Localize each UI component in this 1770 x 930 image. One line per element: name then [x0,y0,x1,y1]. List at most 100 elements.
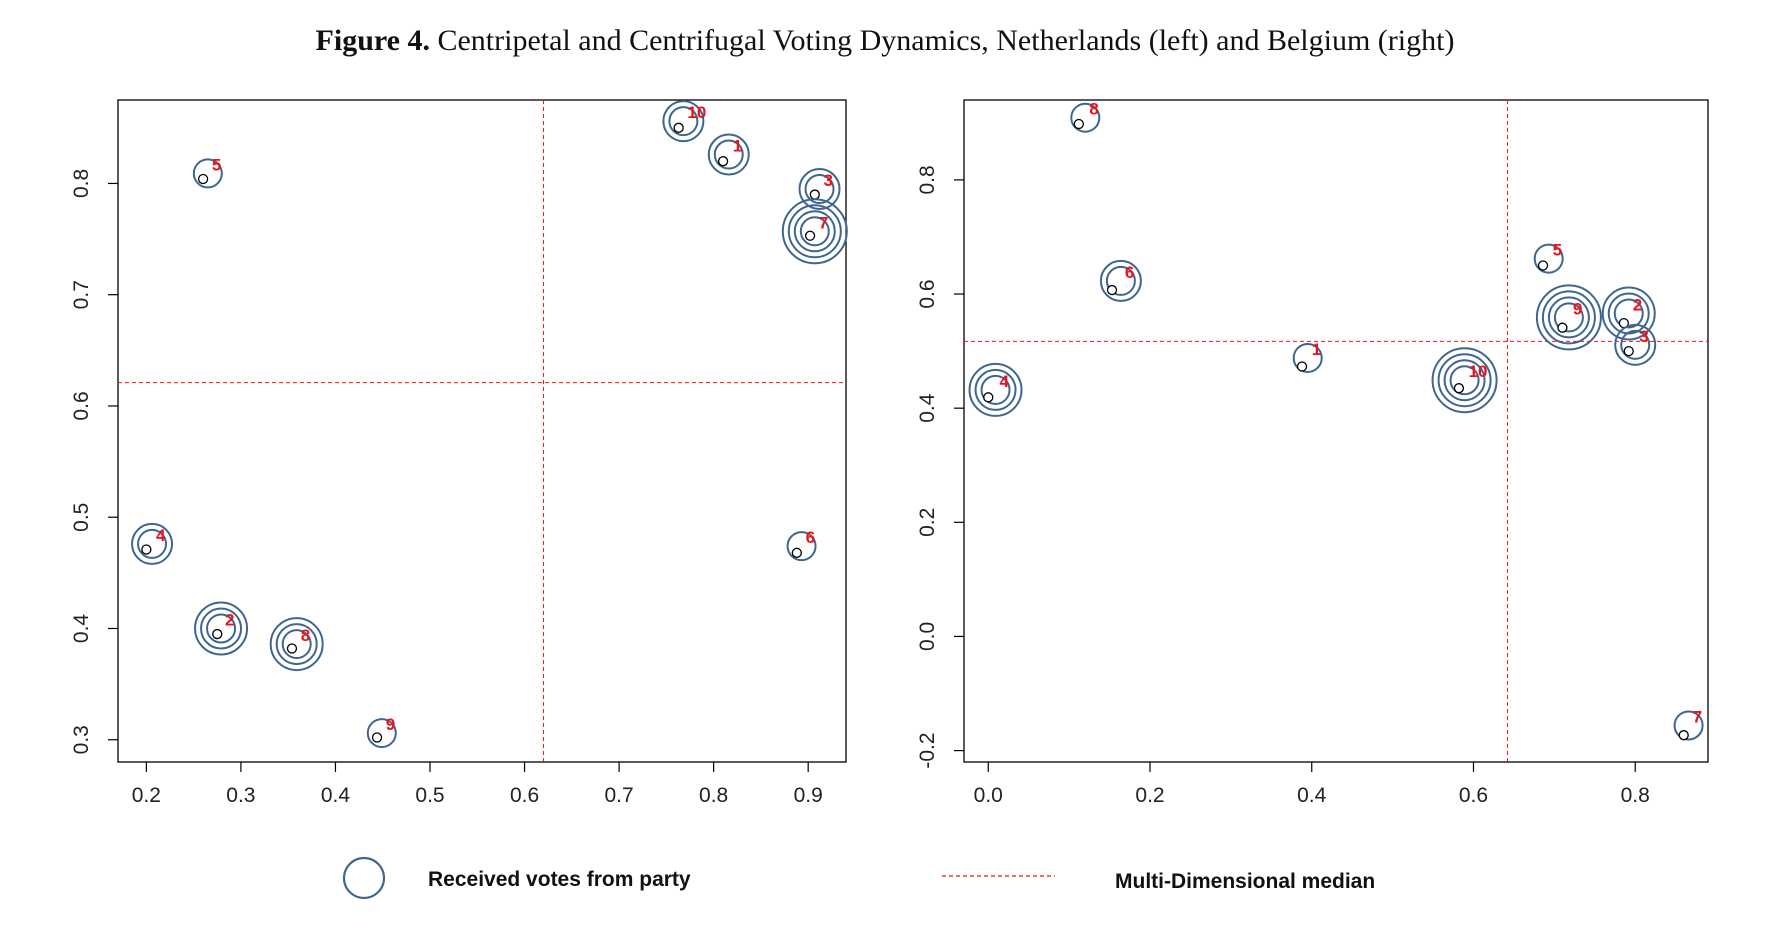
be-party-10-point [1453,383,1465,394]
nl-x-tick-label: 0.6 [510,784,539,807]
be-party-8-ring [1070,102,1101,133]
be-party-2-ring [1613,298,1644,329]
be-party-9-ring [1541,290,1596,345]
be-party-10-ring [1431,347,1498,414]
be-x-tick-label: 0.6 [1459,784,1488,807]
legend: Received votes from party Multi-Dimensio… [342,856,1375,900]
be-y-tick-label: 0.4 [916,393,939,423]
nl-x-tick-label: 0.5 [415,784,444,807]
nl-party-4-label: 4 [156,526,166,545]
nl-party-8-point [286,643,298,654]
be-party-7-ring [1673,710,1704,741]
be-party-6-label: 6 [1125,263,1134,282]
nl-party-3-point [809,189,820,200]
be-party-10-ring [1449,365,1480,396]
be-party-8: 8 [1070,100,1101,133]
be-y-tick-label: 0.2 [916,508,939,537]
be-party-8-label: 8 [1089,100,1098,119]
nl-party-9-point [371,732,383,743]
be-x-tick-label: 0.2 [1135,784,1164,807]
be-y-tick-label: -0.2 [916,732,939,768]
figure-title: Figure 4. Centripetal and Centrifugal Vo… [0,24,1770,58]
nl-party-3: 3 [798,168,841,211]
nl-party-9-ring [366,718,397,749]
nl-party-6-point [791,547,802,558]
nl-party-10-label: 10 [687,103,706,122]
nl-party-1-point [717,156,729,167]
nl-party-4-ring [131,522,174,565]
be-party-1-label: 1 [1312,340,1321,359]
be-party-5: 5 [1533,241,1564,274]
nl-party-8-label: 8 [301,626,310,645]
nl-party-1-label: 1 [733,137,742,156]
be-party-5-point [1537,260,1549,271]
nl-party-1-ring [707,133,750,176]
legend-ring-label: Received votes from party [428,868,691,891]
be-party-2-label: 2 [1633,295,1642,314]
nl-party-7-point [804,230,816,241]
nl-party-8-ring [269,617,324,672]
be-party-6-ring [1099,259,1142,302]
be-party-9-ring [1547,296,1590,339]
be-x-tick-label: 0.0 [974,784,1003,807]
nl-party-2-ring [200,607,243,650]
be-party-1-ring [1292,342,1323,373]
legend-median-label: Multi-Dimensional median [1115,870,1375,893]
be-party-3-label: 3 [1639,327,1648,346]
be-y-tick-label: 0.0 [916,622,939,651]
be-party-9-ring [1553,302,1584,333]
nl-y-tick-label: 0.4 [70,614,93,644]
nl-party-2-label: 2 [225,610,234,629]
nl-x-tick-label: 0.9 [794,784,823,807]
be-party-10: 10 [1431,347,1498,414]
be-party-1: 1 [1292,340,1323,373]
nl-party-7-ring [787,204,842,259]
be-party-5-ring [1533,243,1564,274]
be-party-9-ring [1535,284,1602,351]
be-party-7: 7 [1673,707,1704,741]
be-party-7-label: 7 [1693,707,1702,726]
be-party-3: 3 [1614,323,1657,366]
nl-x-tick-label: 0.7 [604,784,633,807]
be-party-4-ring [968,362,1023,417]
be-party-6-ring [1105,265,1136,296]
be-y-tick-label: 0.8 [916,165,939,194]
nl-party-7-ring [781,198,848,265]
be-party-4-ring [974,368,1017,411]
be-party-1-point [1296,361,1308,372]
be-party-4-point [983,392,994,403]
be-party-9-label: 9 [1573,299,1582,318]
be-x-tick-label: 0.8 [1621,784,1650,807]
nl-party-3-label: 3 [824,171,833,190]
nl-party-10-point [673,122,684,133]
be-party-3-ring [1620,329,1651,360]
be-party-3-ring [1614,323,1657,366]
be-party-2-ring [1601,286,1656,341]
nl-y-tick-label: 0.6 [70,391,93,420]
nl-party-9: 9 [366,715,397,749]
be-party-6-point [1106,284,1118,296]
nl-y-tick-label: 0.5 [70,503,93,532]
nl-party-7-ring [793,210,836,253]
nl-party-3-ring [804,174,835,205]
nl-party-2-point [212,628,223,640]
nl-party-10-ring [668,106,699,137]
nl-party-8-ring [275,623,318,666]
nl-party-8-ring [281,629,312,660]
be-party-8-point [1073,118,1084,130]
be-party-10-ring [1437,353,1492,408]
be-x-tick-label: 0.4 [1297,784,1327,807]
figure-caption: Centripetal and Centrifugal Voting Dynam… [429,24,1455,57]
nl-party-6-label: 6 [806,528,815,547]
be-party-10-label: 10 [1469,362,1488,381]
nl-party-7: 7 [781,198,848,265]
nl-x-tick-label: 0.4 [321,784,351,807]
be-party-4: 4 [968,362,1023,417]
be-party-6: 6 [1099,259,1142,302]
be-party-4-ring [980,374,1011,405]
nl-y-tick-label: 0.8 [70,169,93,198]
be-party-5-label: 5 [1553,241,1562,260]
nl-y-tick-label: 0.3 [70,725,93,754]
nl-party-2: 2 [194,601,249,656]
nl-party-1: 1 [707,133,750,176]
